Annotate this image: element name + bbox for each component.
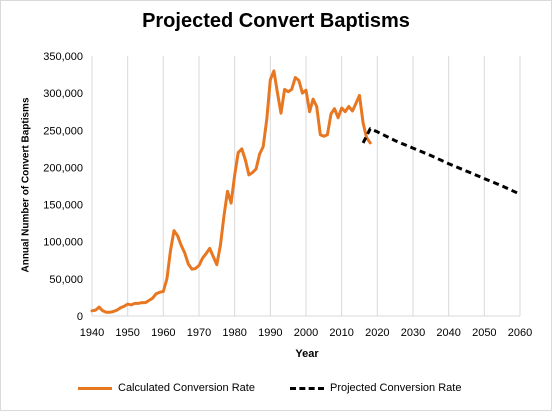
legend-swatch-projected — [290, 386, 324, 390]
x-tick-label-1990: 1990 — [258, 327, 282, 339]
x-tick-label-1950: 1950 — [115, 327, 139, 339]
x-axis-label: Year — [295, 348, 319, 360]
legend-label-calculated: Calculated Conversion Rate — [118, 382, 255, 394]
y-tick-label-100000: 100,000 — [43, 237, 83, 249]
series-line-calculated — [90, 69, 372, 314]
x-tick-label-2060: 2060 — [508, 327, 532, 339]
x-tick-label-2030: 2030 — [401, 327, 425, 339]
legend-item-calculated: Calculated Conversion Rate — [78, 382, 255, 394]
grid-layer — [127, 56, 521, 316]
y-tick-label-150000: 150,000 — [43, 200, 83, 212]
axis-layer: 1940 1950 1960 1970 1980 1990 2000 2010 2020 2030… — [43, 51, 532, 339]
y-tick-label-50000: 50,000 — [49, 274, 83, 286]
chart-title: Projected Convert Baptisms — [142, 10, 410, 32]
legend-swatch-calculated — [78, 386, 112, 390]
x-tick-label-2000: 2000 — [294, 327, 318, 339]
y-tick-label-300000: 300,000 — [43, 88, 83, 100]
series-layer — [90, 69, 521, 314]
x-tick-label-2040: 2040 — [436, 327, 460, 339]
x-tick-label-1960: 1960 — [151, 327, 175, 339]
x-tick-label-1970: 1970 — [187, 327, 211, 339]
legend: Calculated Conversion Rate Projected Con… — [0, 382, 552, 398]
x-tick-label-2020: 2020 — [365, 327, 389, 339]
x-tick-label-2050: 2050 — [472, 327, 496, 339]
legend-label-projected: Projected Conversion Rate — [330, 382, 462, 394]
x-tick-label-2010: 2010 — [329, 327, 353, 339]
legend-item-projected: Projected Conversion Rate — [290, 382, 461, 394]
x-tick-label-1980: 1980 — [222, 327, 246, 339]
series-line-projected — [361, 127, 521, 196]
y-tick-label-200000: 200,000 — [43, 162, 83, 174]
y-tick-label-0: 0 — [77, 311, 83, 323]
x-tick-label-1940: 1940 — [80, 327, 104, 339]
y-tick-label-350000: 350,000 — [43, 51, 83, 63]
y-tick-label-250000: 250,000 — [43, 125, 83, 137]
